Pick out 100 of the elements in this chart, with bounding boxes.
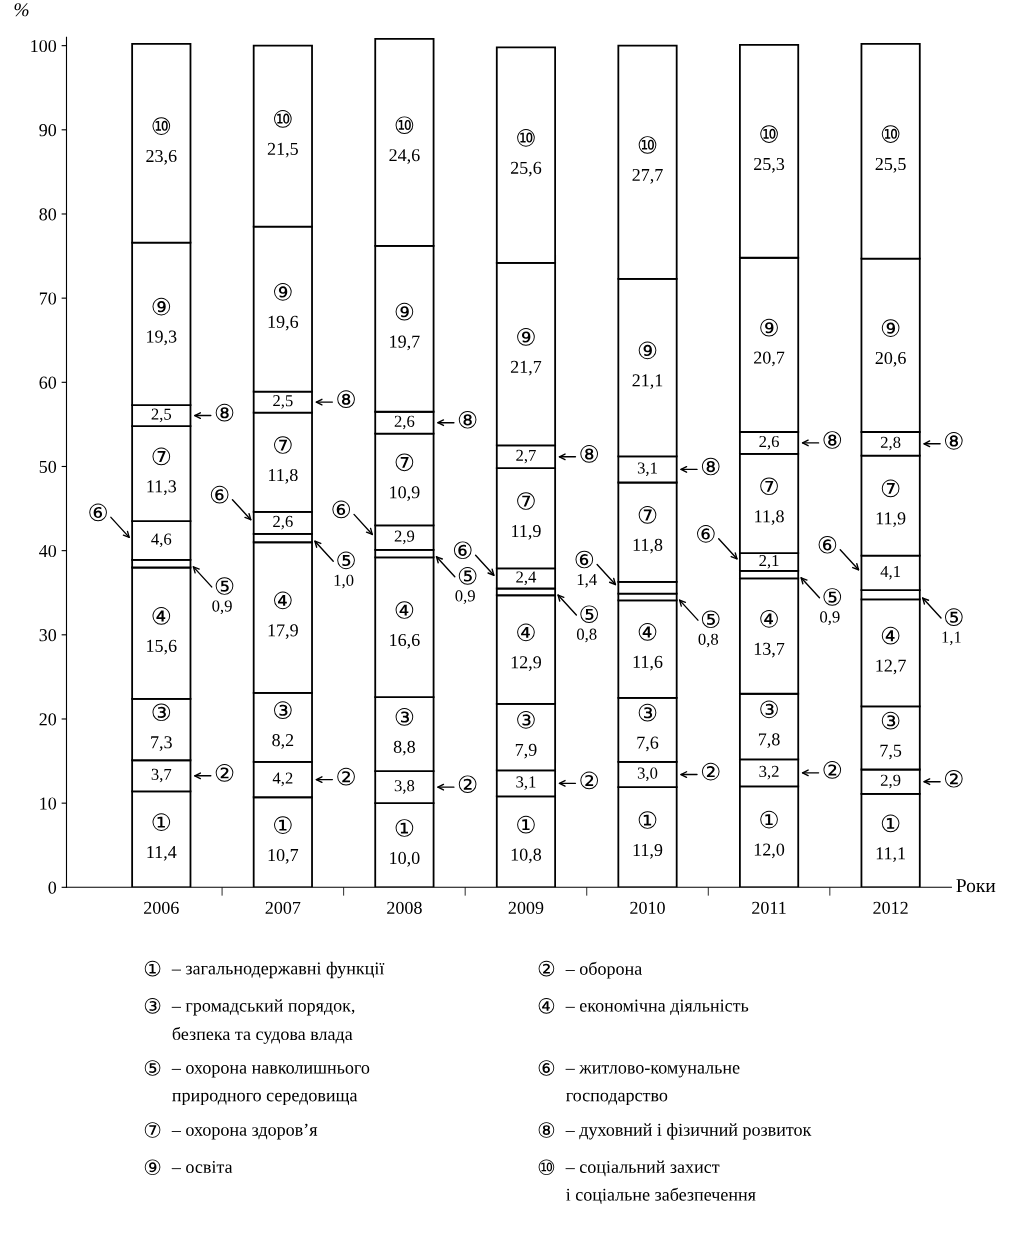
y-tick-label: 100: [31, 39, 57, 53]
text: ②: [538, 960, 555, 977]
text: ⑧: [823, 431, 842, 449]
data-label: 3,1: [516, 776, 536, 790]
text: ⑧: [538, 1122, 555, 1138]
text: ⑩: [152, 117, 171, 135]
data-label: 11,8: [633, 538, 663, 554]
data-label: 1,0: [334, 574, 354, 589]
text: ⑨: [881, 319, 900, 337]
data-label: 17,9: [268, 624, 298, 639]
x-tick-label: 2007: [265, 901, 301, 914]
y-tick-label: 80: [39, 208, 57, 221]
text: ③: [517, 711, 535, 729]
data-label: 4,2: [272, 772, 293, 787]
data-label: 3,0: [637, 767, 658, 782]
text: ④: [760, 610, 778, 628]
text: – охорона здоров’я: [171, 1123, 318, 1140]
data-label: 2,6: [394, 415, 415, 430]
data-label: 11,1: [876, 847, 905, 863]
legend-label: ⑥: [453, 541, 472, 560]
data-label: 10,8: [511, 848, 542, 864]
text: ⑩: [517, 129, 535, 147]
data-label: 27,7: [632, 168, 663, 184]
text: ②: [337, 767, 355, 786]
legend-label: ⑧: [215, 403, 234, 422]
data-label: 20,6: [875, 351, 906, 367]
text: ②: [580, 771, 598, 790]
data-label: 19,6: [268, 315, 299, 331]
text: ⑩: [881, 125, 900, 143]
data-label: 3,2: [759, 765, 779, 780]
data-label: 25,6: [510, 161, 542, 177]
data-label: 21,7: [510, 360, 542, 376]
text: ⑧: [701, 457, 720, 476]
text: ⑤: [701, 610, 720, 629]
data-label: 12,9: [511, 656, 542, 671]
y-tick-label: 70: [39, 292, 57, 305]
data-label: 0,8: [576, 628, 597, 643]
text: ⑩: [274, 110, 292, 128]
data-label: 25,3: [754, 157, 785, 173]
x-tick-label: 2012: [873, 901, 908, 914]
text: ⑤: [580, 605, 598, 624]
text: ④: [881, 626, 900, 645]
series-label: ③: [152, 703, 171, 722]
text: ⑦: [144, 1122, 161, 1138]
data-label: 20,7: [754, 351, 785, 367]
data-label: 12,0: [754, 843, 785, 859]
text: – громадський порядок, безпека та судова влада: [171, 999, 355, 1044]
text: ④: [538, 998, 555, 1014]
text: ⑤: [337, 551, 355, 570]
data-label: 2,9: [880, 774, 901, 789]
y-tick-label: 30: [39, 629, 57, 642]
data-label: 12,7: [876, 659, 906, 675]
text: – духовний і фізичний розвиток: [565, 1123, 812, 1140]
text: ⑤: [823, 588, 842, 606]
text: ⑦: [274, 436, 292, 454]
data-label: 11,6: [633, 655, 663, 671]
data-label: 10,9: [390, 486, 420, 501]
text: ⑩: [538, 1159, 555, 1175]
text: ⑦: [881, 479, 900, 498]
text: – охорона навколишнього природного середовища: [171, 1065, 370, 1106]
legend-label: ⑤: [215, 577, 234, 595]
text: ①: [881, 814, 900, 833]
data-label: 13,7: [754, 642, 785, 658]
data-label: 21,1: [632, 374, 663, 390]
text: ②: [823, 761, 842, 779]
data-label: 2,9: [394, 530, 415, 545]
text: ④: [395, 601, 414, 619]
y-tick-label: 20: [39, 713, 57, 726]
text: ⑨: [274, 283, 292, 301]
data-label: 11,9: [876, 512, 906, 528]
y-tick-label: 90: [39, 124, 57, 137]
data-label: 2,5: [151, 408, 172, 423]
text: ⑦: [152, 447, 171, 466]
text: – загальнодержавні функції: [171, 961, 385, 979]
text: ①: [760, 810, 778, 829]
text: ④: [517, 623, 535, 642]
text: ③: [760, 700, 778, 719]
data-label: 3,7: [151, 768, 172, 783]
text: ②: [944, 769, 963, 788]
series-label: ④: [638, 623, 657, 641]
text: – оборона: [565, 961, 642, 979]
text: ⑨: [144, 1159, 161, 1175]
text: ⑥: [210, 485, 229, 504]
data-label: 3,8: [394, 780, 415, 794]
series-label: ⑨: [638, 341, 657, 360]
text: – освіта: [171, 1160, 233, 1174]
data-label: 11,3: [147, 480, 177, 496]
text: ⑧: [580, 445, 598, 463]
text: ①: [152, 813, 171, 831]
text: – житлово-комунальне господарство: [565, 1065, 740, 1106]
data-label: 10,0: [390, 851, 420, 867]
data-label: 2,1: [759, 554, 779, 569]
text: ①: [517, 815, 535, 834]
x-tick-label: 2006: [144, 901, 179, 914]
text: ⑨: [517, 328, 535, 346]
data-label: 3,1: [637, 462, 657, 476]
text: ⑧: [458, 410, 477, 429]
y-tick-label: 0: [48, 881, 57, 894]
text: ⑩: [760, 125, 778, 143]
data-label: 0,9: [455, 590, 475, 604]
